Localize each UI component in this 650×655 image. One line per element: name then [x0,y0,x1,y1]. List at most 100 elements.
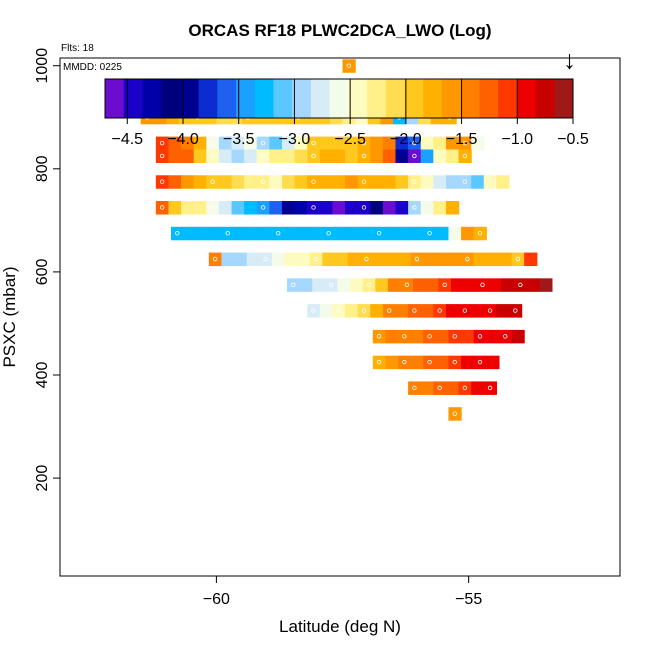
colorbar-segment [423,79,443,118]
sample-point [412,308,417,313]
colorbar-segment [254,79,274,118]
heatmap-cell [408,201,422,215]
sample-point [404,282,410,287]
heatmap-cell [408,175,422,189]
heatmap-cell [395,136,409,151]
sample-point [477,334,483,339]
sample-point [159,153,165,159]
heatmap-cell [486,252,500,267]
heatmap-cell [181,149,195,163]
heatmap-cell [387,278,402,292]
heatmap-cell [332,149,346,163]
heatmap-cell [271,252,286,267]
sample-point [412,179,417,184]
heatmap-cell [445,304,460,318]
heatmap-cell [332,175,346,189]
heatmap-cell [461,226,475,241]
heatmap-cell [345,201,359,215]
heatmap-cell [269,175,283,189]
heatmap-cell [196,226,210,241]
heatmap-cell [433,136,447,151]
heatmap-cell [448,226,462,241]
sample-point [311,179,316,184]
heatmap-cell [231,175,245,189]
heatmap-cell [269,149,283,163]
colorbar-tick-label: −3.5 [223,131,255,148]
colorbar-segment [479,79,499,118]
heatmap-cell [458,149,472,163]
sample-point [346,63,352,68]
heatmap-cell [445,149,460,163]
sample-point [452,359,457,365]
colorbar-segment [348,79,368,118]
heatmap-cell [501,278,515,292]
sample-point [412,153,417,159]
heatmap-cell [524,252,538,267]
colorbar-segment [142,79,162,118]
sample-point [412,140,417,146]
heatmap-cell [398,355,412,370]
heatmap-cell [319,149,334,163]
sample-point [518,282,523,287]
sample-point [366,282,372,287]
heatmap-cell [496,175,510,189]
sample-point [386,308,392,313]
heatmap-cell [244,136,258,151]
heatmap-cell [307,201,321,215]
colorbar-segment [367,79,387,118]
heatmap-cell [423,252,437,267]
heatmap-cell [218,175,233,189]
down-arrow-icon: ↓ [563,45,576,75]
heatmap-cell [345,149,359,163]
heatmap-cell [372,226,386,241]
heatmap-cell [473,355,487,370]
sample-point [311,153,316,159]
heatmap-cell [372,252,386,267]
colorbar-segment [329,79,349,118]
colorbar-segment [516,79,537,118]
heatmap-cell [309,252,323,267]
heatmap-cell [307,149,321,163]
heatmap-cell [511,329,525,344]
heatmap-cell [337,278,351,292]
sample-point [376,231,382,236]
sample-point [452,334,457,339]
sample-point [311,140,316,146]
heatmap-cell [334,226,349,241]
heatmap-cell [231,149,245,163]
sample-point [412,205,417,210]
heatmap-cell [483,175,497,189]
sample-point [276,231,281,236]
colorbar-tick-label: −1.0 [501,131,533,148]
heatmap-cell [281,149,296,163]
y-tick-label: 400 [34,362,51,389]
colorbar-segment [198,79,218,118]
heatmap-cell [370,149,384,163]
colorbar-tick-label: −2.0 [390,131,422,148]
heatmap-cell [514,278,528,292]
heatmap-cell [357,175,371,189]
heatmap-cell [420,304,434,318]
sample-point [515,256,521,262]
heatmap-cell [332,304,346,318]
sample-point [462,153,468,159]
colorbar-segment [161,79,181,118]
heatmap-cell [347,226,361,241]
sample-point [311,205,316,210]
heatmap-cell [221,252,235,267]
colorbar-segment [123,79,143,118]
heatmap-cell [269,201,283,215]
colorbar-segment [273,79,293,118]
heatmap-cell [221,226,235,241]
heatmap-cell [193,201,207,215]
heatmap-cell [448,355,462,370]
heatmap-cell [398,226,412,241]
colorbar-tick-label: −4.5 [111,131,143,148]
colorbar-segment [236,79,256,118]
heatmap-cell [395,175,409,189]
sample-point [427,334,432,339]
heatmap-cell [294,201,308,215]
heatmap-cell [319,201,334,215]
sample-point [361,179,367,184]
sample-point [159,140,165,146]
